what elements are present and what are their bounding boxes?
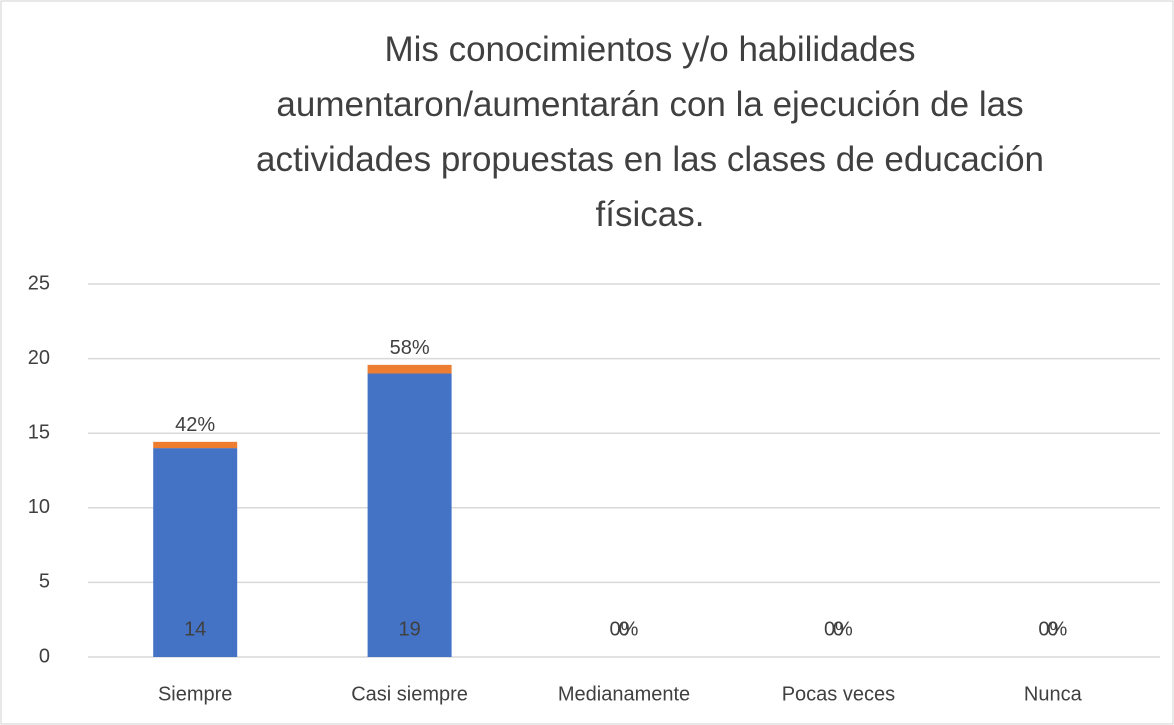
y-tick-label: 20: [28, 347, 50, 369]
data-label: 58%: [390, 337, 430, 359]
x-tick-label: Siempre: [158, 683, 232, 705]
bar-segment: [153, 441, 238, 449]
y-tick-label: 15: [28, 421, 50, 443]
data-label: 14: [184, 618, 206, 640]
chart-title: Mis conocimientos y/o habilidades aument…: [256, 30, 1044, 234]
data-label: 19: [398, 618, 420, 640]
x-tick-label: Pocas veces: [782, 683, 895, 705]
bar-segment: [153, 448, 238, 657]
y-tick-label: 0: [39, 645, 50, 667]
bar-segment: [367, 364, 452, 374]
data-label: 0: [833, 618, 844, 640]
bar-segment: [367, 373, 452, 657]
x-tick-label: Medianamente: [558, 683, 690, 705]
y-tick-label: 5: [39, 571, 50, 593]
data-label: 0%: [610, 618, 639, 640]
data-label: 42%: [175, 414, 215, 436]
x-tick-label: Nunca: [1024, 683, 1083, 705]
data-label: 0: [618, 618, 629, 640]
y-tick-label: 25: [28, 272, 50, 294]
data-label: 0: [1047, 618, 1058, 640]
y-tick-label: 10: [28, 496, 50, 518]
x-tick-label: Casi siempre: [351, 683, 468, 705]
data-label: 0%: [1038, 618, 1067, 640]
data-label: 0%: [824, 618, 853, 640]
